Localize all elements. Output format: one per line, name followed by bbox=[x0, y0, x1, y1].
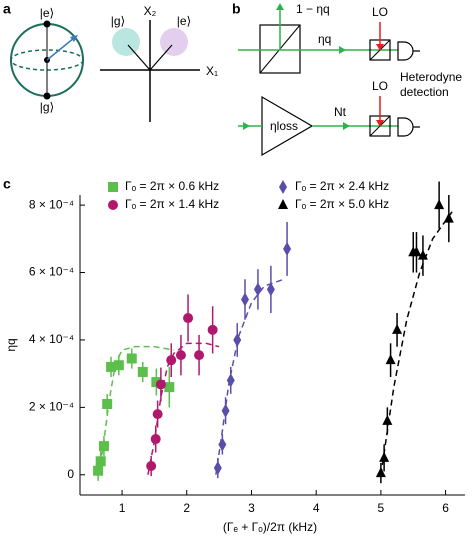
state-label: |e⟩ bbox=[177, 14, 191, 28]
marker bbox=[151, 377, 162, 388]
lo-label: LO bbox=[372, 79, 388, 93]
axis-label: X₁ bbox=[206, 64, 218, 78]
marker bbox=[233, 332, 242, 347]
beam-label: 1 − ηq bbox=[296, 2, 330, 16]
marker bbox=[106, 361, 117, 372]
marker bbox=[146, 461, 157, 472]
beam-label: ηq bbox=[318, 32, 331, 46]
marker bbox=[137, 366, 148, 377]
marker bbox=[221, 403, 230, 418]
marker bbox=[175, 350, 186, 361]
bloch-sphere bbox=[10, 20, 84, 100]
state-label: |g⟩ bbox=[40, 100, 54, 114]
marker bbox=[98, 441, 109, 452]
marker bbox=[150, 434, 161, 445]
marker bbox=[164, 382, 175, 393]
legend-marker bbox=[108, 182, 118, 192]
marker bbox=[385, 354, 396, 365]
marker bbox=[266, 282, 275, 297]
marker bbox=[183, 313, 194, 324]
legend-marker bbox=[279, 180, 287, 194]
legend-label: Γₒ = 2π × 5.0 kHz bbox=[295, 197, 389, 211]
y-tick-label: 6 × 10⁻⁴ bbox=[29, 265, 74, 279]
plot-area: 1 2 3 4 5 6 0 2 × 10⁻⁴ 4 × 10⁻⁴ 6 × 10⁻⁴ 8 × 10⁻⁴ Γ… bbox=[29, 179, 465, 515]
noise-label: Nt bbox=[334, 105, 347, 119]
marker bbox=[113, 360, 124, 371]
marker bbox=[411, 246, 422, 257]
fit-line bbox=[147, 342, 220, 475]
panel-label: c bbox=[3, 176, 11, 192]
panel-label: b bbox=[232, 1, 241, 17]
marker bbox=[379, 451, 390, 462]
marker bbox=[218, 437, 227, 452]
marker bbox=[434, 199, 445, 210]
marker bbox=[166, 355, 177, 366]
x-tick-label: 3 bbox=[248, 501, 255, 515]
marker bbox=[443, 212, 454, 223]
legend-marker bbox=[108, 200, 118, 210]
y-tick-label: 2 × 10⁻⁴ bbox=[29, 400, 74, 414]
marker bbox=[93, 465, 104, 476]
marker bbox=[382, 414, 393, 425]
phase-space bbox=[100, 20, 200, 122]
x-tick-label: 2 bbox=[183, 501, 190, 515]
detection-label: detection bbox=[400, 85, 449, 99]
marker bbox=[283, 241, 292, 256]
fit-line bbox=[215, 278, 285, 475]
legend-label: Γₒ = 2π × 1.4 kHz bbox=[125, 197, 219, 211]
x-tick-label: 6 bbox=[442, 501, 449, 515]
legend-marker bbox=[278, 199, 288, 209]
axis-label: X₂ bbox=[144, 4, 157, 18]
panel-label: a bbox=[3, 1, 11, 17]
marker bbox=[152, 409, 163, 420]
y-tick-label: 0 bbox=[67, 467, 74, 481]
legend-label: Γₒ = 2π × 0.6 kHz bbox=[125, 179, 219, 193]
y-tick-label: 4 × 10⁻⁴ bbox=[29, 332, 74, 346]
state-label: |g⟩ bbox=[111, 14, 125, 28]
y-axis-label: ηq bbox=[4, 338, 18, 351]
legend-label: Γₒ = 2π × 2.4 kHz bbox=[295, 179, 389, 193]
marker bbox=[207, 324, 218, 335]
marker bbox=[226, 373, 235, 388]
marker bbox=[417, 249, 428, 260]
x-tick-label: 4 bbox=[313, 501, 320, 515]
marker bbox=[126, 353, 137, 364]
marker bbox=[392, 323, 403, 334]
marker bbox=[253, 282, 262, 297]
marker bbox=[102, 398, 113, 409]
y-tick-label: 8 × 10⁻⁴ bbox=[29, 197, 74, 211]
loss-label: ηloss bbox=[270, 119, 298, 133]
detection-label: Heterodyne bbox=[400, 70, 462, 84]
setup-diagram bbox=[238, 3, 420, 157]
x-tick-label: 1 bbox=[119, 501, 126, 515]
x-tick-label: 5 bbox=[378, 501, 385, 515]
marker bbox=[194, 350, 205, 361]
x-axis-label: (Γₑ + Γₒ)/2π (kHz) bbox=[223, 520, 317, 534]
marker bbox=[95, 456, 106, 467]
marker bbox=[213, 461, 222, 476]
marker bbox=[241, 292, 249, 307]
marker bbox=[155, 379, 166, 390]
marker bbox=[375, 467, 386, 478]
state-label: |e⟩ bbox=[40, 6, 54, 20]
lo-label: LO bbox=[372, 5, 388, 19]
